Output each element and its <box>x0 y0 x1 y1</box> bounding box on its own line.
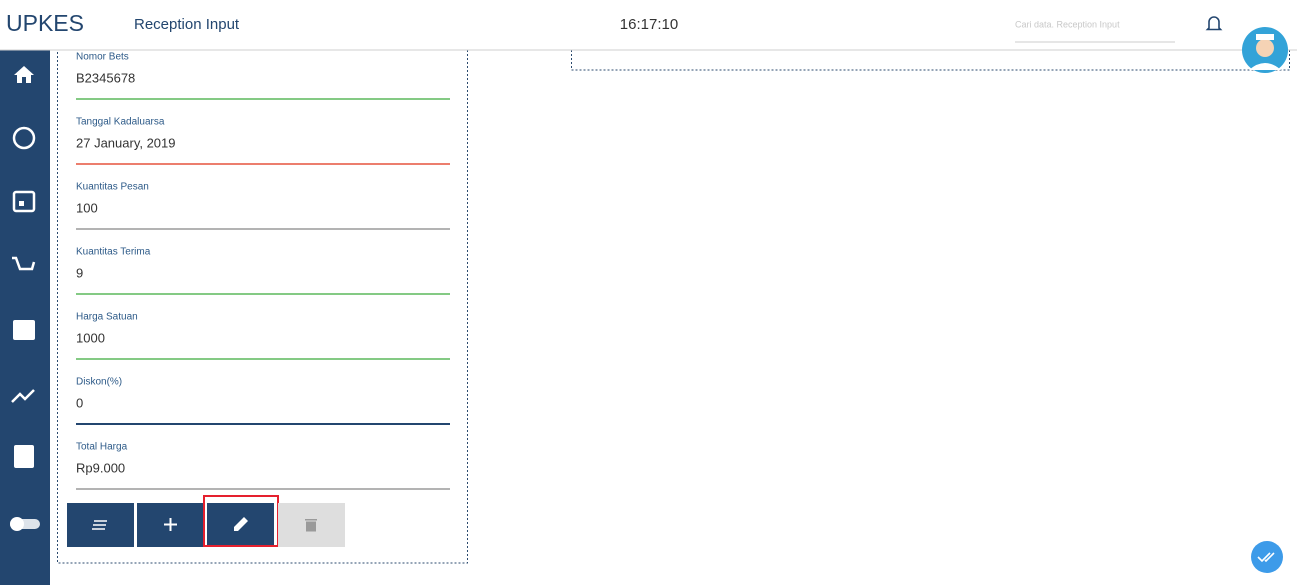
field-value[interactable]: Rp9.000 <box>76 460 125 475</box>
cart-icon[interactable] <box>12 256 36 271</box>
field-label: Tanggal Kadaluarsa <box>76 117 165 128</box>
sidebar <box>0 50 50 585</box>
avatar-face <box>1256 39 1274 57</box>
done-icon <box>1257 552 1275 563</box>
page-title: Reception Input <box>134 16 240 33</box>
field-label: Nomor Bets <box>76 52 129 63</box>
search-placeholder[interactable]: Cari data. Reception Input <box>1015 19 1120 29</box>
edit-icon <box>234 517 248 531</box>
med-icon[interactable] <box>13 320 35 340</box>
avatar-cap <box>1256 34 1274 40</box>
field-label: Kuantitas Terima <box>76 247 151 258</box>
toggle-knob <box>10 517 24 531</box>
field-value[interactable]: 27 January, 2019 <box>76 135 176 150</box>
brand[interactable]: UPKES <box>6 10 84 36</box>
home-icon[interactable] <box>14 66 34 83</box>
calendar-icon[interactable] <box>12 190 36 213</box>
form-card <box>57 19 468 564</box>
field-value[interactable]: 0 <box>76 395 83 410</box>
field-value[interactable]: 1000 <box>76 330 105 345</box>
sidebar-icons <box>10 66 40 531</box>
field-value[interactable]: 9 <box>76 265 83 280</box>
clock: 16:17:10 <box>620 16 678 33</box>
field-label: Kuantitas Pesan <box>76 182 149 193</box>
trend-icon[interactable] <box>11 389 35 403</box>
field-label: Total Harga <box>76 442 128 453</box>
clipboard-icon[interactable] <box>14 445 34 468</box>
face-icon[interactable] <box>12 126 36 150</box>
form-fields: Nomor Bets B2345678 Tanggal Kadaluarsa 27 J… <box>76 52 450 490</box>
field-value[interactable]: B2345678 <box>76 70 135 85</box>
field-value[interactable]: 100 <box>76 200 98 215</box>
avatar-body <box>1249 63 1281 70</box>
delete-icon <box>305 519 317 532</box>
field-label: Diskon(%) <box>76 377 122 388</box>
field-label: Harga Satuan <box>76 312 138 323</box>
list-icon <box>92 520 107 530</box>
add-icon <box>164 518 177 531</box>
bell-icon[interactable] <box>1205 16 1223 31</box>
calendar-dot <box>19 201 24 206</box>
